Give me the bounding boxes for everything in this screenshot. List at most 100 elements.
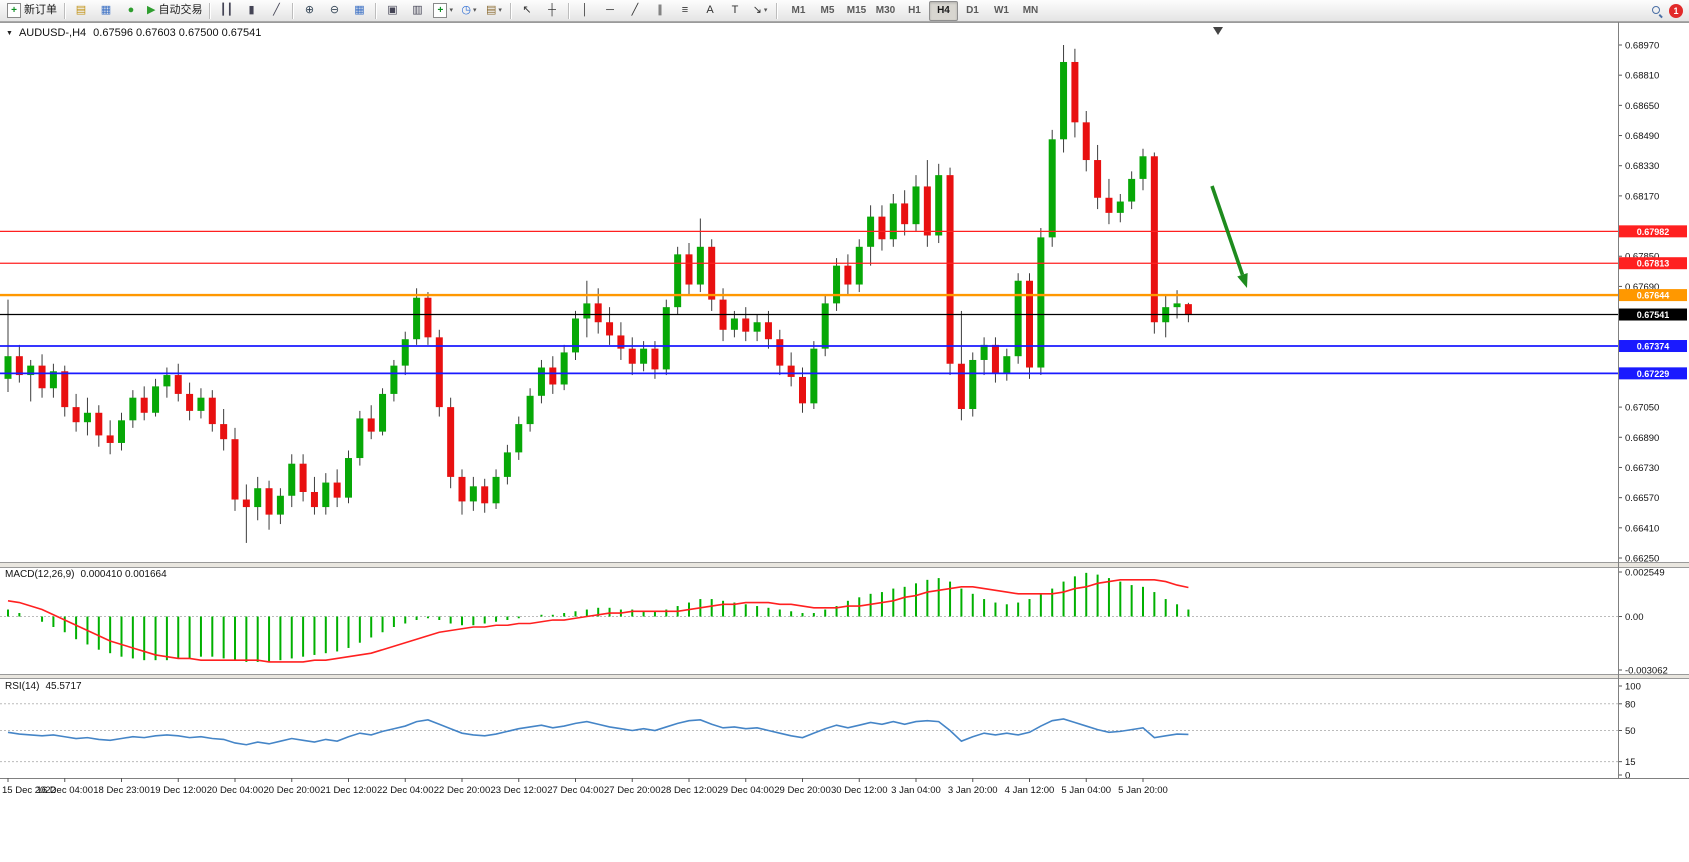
search-icon[interactable]	[1650, 4, 1664, 18]
macd-axis-label: 0.00	[1625, 612, 1644, 623]
label-tool-icon[interactable]: T	[723, 1, 747, 21]
timeframe-m15[interactable]: M15	[846, 5, 867, 16]
candle-bearish	[651, 348, 659, 370]
candle-bearish	[946, 175, 954, 364]
auto-trading-icon: ▶	[147, 4, 156, 16]
trendline-icon[interactable]: ╱	[623, 1, 647, 21]
trend-arrow[interactable]	[1210, 185, 1245, 276]
auto-trading-button-label: 自动交易	[158, 4, 203, 16]
zoom-in-icon[interactable]: ⊕	[297, 1, 321, 21]
timeframe-h4[interactable]: H4	[928, 0, 958, 21]
period-selector-icon: ◷	[461, 4, 472, 16]
price-chart-canvas[interactable]: 0.66250 0.66410 0.66570 0.66730 0.66890 0.670…	[0, 22, 1689, 862]
candle-bearish	[787, 365, 795, 377]
candle-bullish	[640, 348, 648, 364]
candle-bullish	[674, 254, 682, 308]
candle-bearish	[549, 367, 557, 385]
zoom-out-icon[interactable]: ⊖	[322, 1, 346, 21]
vertical-line-icon[interactable]: │	[573, 1, 597, 21]
candle-bullish	[492, 476, 500, 504]
timeframe-m30[interactable]: M30	[875, 5, 896, 16]
toolbar-separator	[567, 2, 569, 19]
price-axis-label: 0.68490	[1625, 131, 1659, 142]
trendline-icon: ╱	[631, 4, 639, 16]
period-selector-button[interactable]: ◷ ▾	[457, 1, 481, 21]
candle-bearish	[1094, 160, 1102, 198]
crosshair-tool-icon: ┼	[548, 4, 556, 16]
candle-bullish	[560, 352, 568, 385]
price-line-badge-label: 0.67229	[1637, 369, 1670, 379]
candlestick-chart-icon[interactable]: ▮	[239, 1, 263, 21]
price-axis-label: 0.66730	[1625, 463, 1659, 474]
timeframe-d1[interactable]: D1	[966, 5, 979, 16]
candle-bullish	[969, 359, 977, 410]
chevron-down-icon: ▾	[449, 7, 453, 14]
candle-bullish	[322, 482, 330, 508]
chart-shift-marker-icon[interactable]	[1213, 27, 1223, 35]
auto-arrange-icon[interactable]: ▥	[405, 1, 429, 21]
data-window-icon[interactable]: ▦	[94, 1, 118, 21]
candlestick-chart-icon: ▮	[248, 4, 255, 16]
data-window-icon: ▦	[100, 4, 112, 16]
timeframe-h1[interactable]: H1	[908, 5, 921, 16]
fibonacci-icon[interactable]: ≡	[673, 1, 697, 21]
candle-bearish	[61, 371, 69, 408]
fibonacci-icon: ≡	[681, 4, 689, 16]
time-axis-label: 30 Dec 12:00	[831, 785, 888, 796]
candle-bearish	[1105, 197, 1113, 213]
candle-bearish	[367, 418, 375, 432]
timeframe-m1[interactable]: M1	[791, 5, 806, 16]
pane-divider[interactable]	[0, 674, 1689, 679]
line-chart-icon[interactable]: ╱	[264, 1, 288, 21]
candle-bearish	[1150, 156, 1158, 323]
navigator-icon[interactable]: ●	[119, 1, 143, 21]
new-order-button[interactable]: + 新订单	[4, 1, 60, 21]
tile-windows-icon[interactable]: ▦	[347, 1, 371, 21]
auto-trading-button[interactable]: ▶ 自动交易	[144, 1, 205, 21]
candle-bullish	[152, 386, 160, 413]
candle-bullish	[129, 397, 137, 421]
price-axis-label: 0.66250	[1625, 554, 1659, 565]
candle-bearish	[95, 412, 103, 436]
text-tool-icon[interactable]: A	[698, 1, 722, 21]
candle-bullish	[1173, 303, 1181, 308]
price-line-badge	[1619, 289, 1687, 302]
add-indicator-button[interactable]: + ▾	[430, 1, 456, 21]
candle-bullish	[1128, 178, 1136, 202]
notification-badge[interactable]: 1	[1669, 3, 1683, 18]
candle-bullish	[662, 307, 670, 370]
crosshair-tool-icon[interactable]: ┼	[540, 1, 564, 21]
price-line-badge	[1619, 225, 1687, 238]
pane-divider[interactable]	[0, 562, 1689, 568]
rsi-axis-label: 50	[1625, 726, 1636, 737]
price-axis-label: 0.68170	[1625, 191, 1659, 202]
timeframe-w1[interactable]: W1	[993, 5, 1009, 16]
candle-bullish	[288, 463, 296, 496]
arrows-tool-icon: ↘	[752, 4, 762, 16]
candle-bullish	[572, 318, 579, 353]
toolbar-separator	[375, 2, 377, 19]
price-axis-label: 0.66410	[1625, 523, 1659, 534]
arrange-windows-icon[interactable]: ▣	[380, 1, 404, 21]
chart-template-button[interactable]: ▤ ▾	[482, 1, 506, 21]
candle-bearish	[1026, 280, 1033, 368]
vertical-line-icon: │	[581, 4, 589, 16]
time-axis-label: 4 Jan 12:00	[1005, 785, 1055, 796]
bar-chart-icon[interactable]: ┃┃	[214, 1, 238, 21]
timeframe-mn[interactable]: MN	[1022, 5, 1039, 16]
zoom-in-icon: ⊕	[304, 4, 315, 16]
horizontal-line-icon[interactable]: ─	[598, 1, 622, 21]
candle-bullish	[254, 488, 262, 508]
market-watch-icon: ▤	[75, 4, 87, 16]
candle-bearish	[15, 356, 23, 376]
candle-bearish	[140, 397, 148, 413]
cursor-tool-icon[interactable]: ↖	[515, 1, 539, 21]
candle-bullish	[810, 348, 818, 404]
timeframe-m5[interactable]: M5	[820, 5, 835, 16]
candle-bearish	[764, 322, 772, 340]
candle-bearish	[742, 318, 750, 332]
time-axis-label: 5 Jan 20:00	[1118, 785, 1168, 796]
arrows-tool-button[interactable]: ↘ ▾	[748, 1, 772, 21]
market-watch-icon[interactable]: ▤	[69, 1, 93, 21]
channel-icon[interactable]: ∥	[648, 1, 672, 21]
